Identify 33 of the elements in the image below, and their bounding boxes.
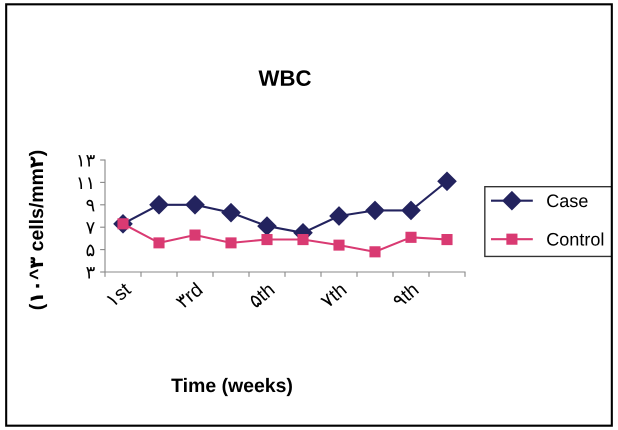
x-tick-label: ۵th (247, 282, 276, 308)
point (185, 195, 205, 214)
point (149, 195, 169, 214)
point (441, 234, 453, 246)
point (297, 234, 309, 246)
legend-label: Control (547, 232, 604, 246)
point (401, 200, 421, 220)
y-tick-label: ۳ (86, 267, 95, 279)
point (225, 237, 237, 248)
point (257, 216, 277, 236)
y-axis-title: (۱۰^۳ cells/mm۲) (28, 150, 48, 310)
y-tick-label: ۷ (86, 222, 95, 234)
point (333, 240, 345, 251)
y-tick-label: ۱۳ (78, 155, 95, 167)
y-tick-label: ۱۱ (78, 177, 92, 189)
point (329, 206, 349, 226)
x-tick-label: ۹th (391, 282, 420, 308)
chart-title: WBC (258, 70, 311, 86)
point (221, 203, 241, 222)
x-tick-label: ۳rd (174, 282, 204, 310)
point (369, 246, 381, 258)
point (437, 172, 457, 191)
point (261, 234, 273, 246)
point (189, 229, 201, 241)
point (153, 237, 165, 248)
x-axis-title: Time (weeks) (171, 378, 292, 396)
x-tick-label: ۱st (106, 282, 132, 307)
point (365, 200, 385, 220)
point (405, 232, 417, 243)
legend-label: Case (547, 194, 588, 208)
x-tick-label: ۷th (319, 282, 348, 309)
y-tick-label: ۹ (86, 200, 94, 212)
y-tick-label: ۵ (86, 244, 94, 256)
